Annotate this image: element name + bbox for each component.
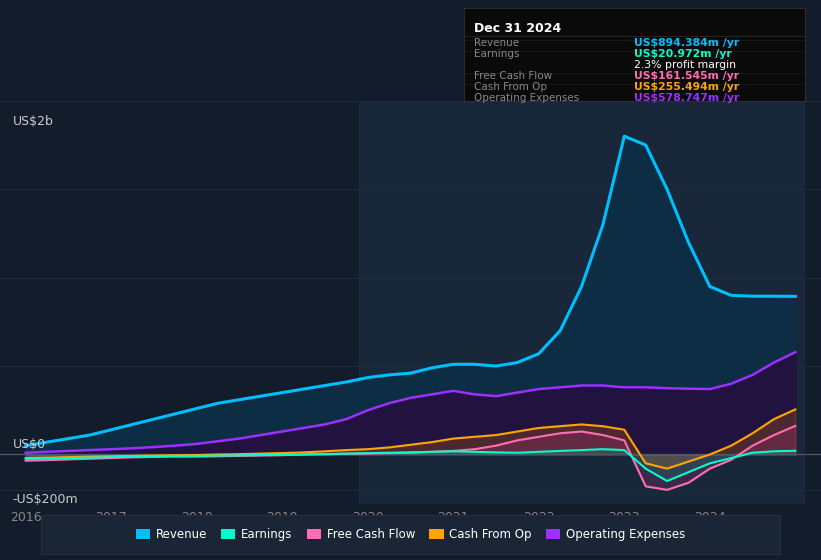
Text: US$894.384m /yr: US$894.384m /yr: [635, 38, 740, 48]
Text: Free Cash Flow: Free Cash Flow: [474, 71, 553, 81]
Text: US$161.545m /yr: US$161.545m /yr: [635, 71, 740, 81]
Legend: Revenue, Earnings, Free Cash Flow, Cash From Op, Operating Expenses: Revenue, Earnings, Free Cash Flow, Cash …: [131, 524, 690, 546]
Bar: [360, 101, 804, 504]
Text: US$255.494m /yr: US$255.494m /yr: [635, 82, 740, 92]
Text: Dec 31 2024: Dec 31 2024: [474, 22, 562, 35]
Text: -US$200m: -US$200m: [13, 492, 79, 506]
Text: Cash From Op: Cash From Op: [474, 82, 547, 92]
Text: US$0: US$0: [13, 438, 46, 451]
Text: Revenue: Revenue: [474, 38, 519, 48]
Text: Earnings: Earnings: [474, 49, 520, 59]
Text: 2.3% profit margin: 2.3% profit margin: [635, 60, 736, 70]
Text: US$20.972m /yr: US$20.972m /yr: [635, 49, 732, 59]
Text: US$578.747m /yr: US$578.747m /yr: [635, 94, 740, 104]
Text: US$2b: US$2b: [13, 115, 53, 128]
Text: Operating Expenses: Operating Expenses: [474, 94, 580, 104]
